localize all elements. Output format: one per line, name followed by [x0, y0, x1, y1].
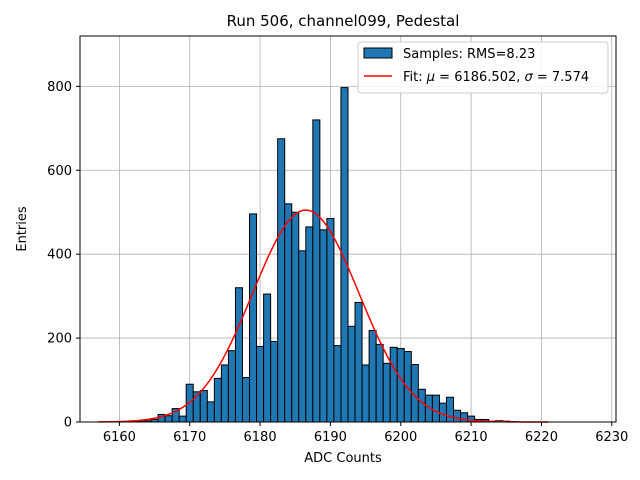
x-tick-label: 6170 [173, 430, 206, 445]
histogram-bar [375, 343, 384, 423]
histogram-bar [361, 364, 370, 423]
histogram-bar [291, 211, 300, 423]
histogram-bar [445, 396, 455, 423]
legend-fit-label: Fit: μ = 6186.502, σ = 7.574 [403, 70, 589, 85]
histogram-bar [396, 348, 405, 423]
legend-samples-label: Samples: RMS=8.23 [403, 47, 535, 62]
histogram-bar [206, 401, 215, 423]
histogram-bar [270, 340, 279, 423]
x-tick-label: 6180 [244, 430, 277, 445]
fit-curve-group [98, 209, 549, 423]
histogram-bar [277, 138, 286, 423]
x-tick-label: 6210 [455, 430, 488, 445]
histogram-bar [227, 350, 236, 423]
fit-curve [98, 209, 549, 423]
legend-fit-mu-symbol: μ [426, 70, 435, 85]
histogram-bar [326, 218, 335, 423]
histogram-bar [164, 415, 173, 423]
histogram-bar [333, 345, 342, 423]
histogram-bar [417, 388, 426, 423]
histogram-bar [298, 250, 307, 423]
histogram-bar [319, 229, 328, 423]
legend-box [357, 41, 609, 94]
histogram-bar [241, 377, 251, 423]
histogram-bar [453, 409, 462, 423]
x-tick-label: 6190 [314, 430, 347, 445]
y-tick-label: 0 [64, 416, 72, 431]
histogram-bar [389, 346, 398, 423]
x-tick-label: 6220 [525, 430, 558, 445]
legend-samples-swatch [363, 47, 393, 59]
x-tick-label: 6160 [103, 430, 136, 445]
x-axis-title: ADC Counts [304, 451, 382, 466]
histogram-bar [249, 213, 258, 423]
histogram-bar [368, 330, 377, 423]
histogram-bar [263, 293, 272, 423]
y-tick-label: 400 [47, 248, 72, 263]
y-tick-label: 800 [47, 80, 72, 95]
histogram-bar [354, 301, 363, 423]
histogram-bar [199, 390, 208, 423]
histogram-bar [284, 203, 293, 423]
histogram-bar [431, 394, 440, 423]
histogram-bar [305, 226, 314, 423]
histogram-bar [220, 364, 229, 423]
legend-fit-sigma-value: = 7.574 [533, 70, 589, 85]
x-tick-label: 6230 [595, 430, 628, 445]
histogram-bar [178, 415, 187, 423]
axis-ticks: 6160 6170 6180 6190 6200 6210 6220 6230 0 200 400 6… [47, 80, 628, 445]
histogram-bar [460, 412, 469, 423]
histogram-bar [347, 325, 356, 423]
histogram-bar [312, 119, 321, 423]
x-tick-label: 6200 [384, 430, 417, 445]
legend-fit-prefix: Fit: [403, 70, 427, 85]
histogram-bar [256, 345, 265, 423]
legend-fit-sigma-symbol: σ [525, 70, 534, 85]
histogram-bar [213, 377, 222, 423]
plot-frame [79, 35, 617, 423]
legend-fit-mu-value: = 6186.502, [435, 70, 524, 85]
histogram-bars [129, 87, 518, 423]
y-tick-label: 200 [47, 332, 72, 347]
chart-title: Run 506, channel099, Pedestal [227, 12, 460, 30]
y-axis-title: Entries [15, 206, 30, 252]
histogram-bar [403, 351, 412, 423]
y-tick-label: 600 [47, 164, 72, 179]
legend: Samples: RMS=8.23 Fit: μ = 6186.502, σ =… [357, 41, 609, 94]
histogram-bar [382, 362, 391, 423]
histogram-bar [234, 287, 243, 423]
